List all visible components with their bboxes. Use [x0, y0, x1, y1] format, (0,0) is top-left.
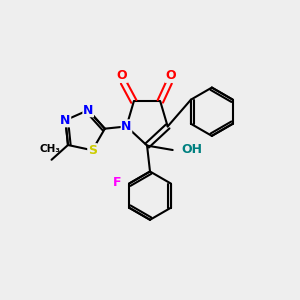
Text: OH: OH — [182, 143, 203, 157]
Text: S: S — [88, 144, 97, 157]
Text: CH₃: CH₃ — [40, 145, 61, 154]
Text: F: F — [113, 176, 122, 189]
Text: O: O — [117, 69, 127, 82]
Text: N: N — [60, 114, 70, 127]
Text: O: O — [165, 69, 176, 82]
Text: N: N — [83, 103, 93, 117]
Text: N: N — [121, 120, 132, 133]
